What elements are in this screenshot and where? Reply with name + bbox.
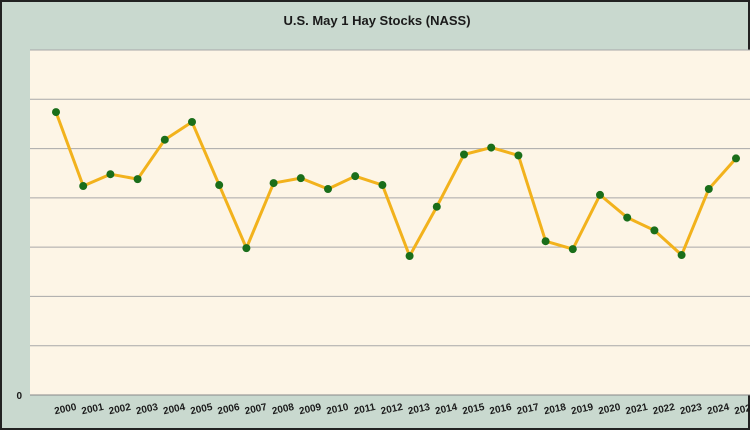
x-tick-label: 2011 [353,402,377,417]
y-tick-label: 0 [16,391,22,402]
data-point [568,245,577,254]
y-axis-ticks: 0 [16,391,22,402]
data-point [296,174,305,183]
x-tick-label: 2012 [380,402,404,417]
x-tick-label: 2025 [733,402,750,417]
chart-title: U.S. May 1 Hay Stocks (NASS) [283,13,471,28]
series-markers [52,108,740,261]
data-point [460,150,468,159]
x-tick-label: 2013 [407,402,431,417]
x-tick-label: 2007 [244,402,268,417]
data-point [79,182,88,191]
x-tick-label: 2003 [135,402,159,417]
data-point [52,108,60,117]
x-tick-label: 2024 [706,402,730,417]
data-point [514,151,523,160]
data-point [677,251,686,260]
data-point [432,202,441,211]
series-line [54,111,738,258]
data-point [650,226,659,235]
data-point [188,117,196,126]
data-point [324,184,332,193]
data-point [269,179,278,188]
x-tick-label: 2021 [625,402,649,417]
x-tick-label: 2000 [53,402,77,417]
x-tick-label: 2014 [434,402,458,417]
x-tick-label: 2006 [217,402,241,417]
data-point [623,213,632,222]
x-tick-label: 2019 [570,402,594,417]
x-tick-label: 2010 [325,402,349,417]
x-tick-label: 2022 [652,402,676,417]
x-tick-label: 2015 [461,402,485,417]
data-point [732,154,740,163]
gridlines [30,49,750,396]
data-point [704,184,713,193]
data-point [160,135,169,144]
x-tick-label: 2009 [298,402,322,417]
x-tick-label: 2016 [489,402,513,417]
data-point [133,175,142,184]
data-point [351,172,360,181]
data-point [487,143,496,152]
data-point [405,252,414,261]
x-tick-label: 2017 [516,402,540,417]
data-point [242,244,251,253]
x-tick-label: 2005 [189,402,213,417]
x-tick-label: 2004 [162,402,186,417]
x-tick-label: 2001 [81,402,105,417]
x-tick-label: 2008 [271,402,295,417]
x-tick-label: 2020 [597,402,621,417]
data-point [215,181,224,190]
x-tick-label: 2023 [679,402,703,417]
x-axis-ticks: 2000 2001 2002 2003 2004 2005 2006 2007 2008 2009… [53,402,750,417]
data-point [378,181,387,190]
x-tick-label: 2002 [108,402,132,417]
plot-area [30,50,750,395]
x-tick-label: 2018 [543,402,567,417]
data-point [541,237,550,246]
data-point [106,170,115,179]
data-point [596,190,604,199]
